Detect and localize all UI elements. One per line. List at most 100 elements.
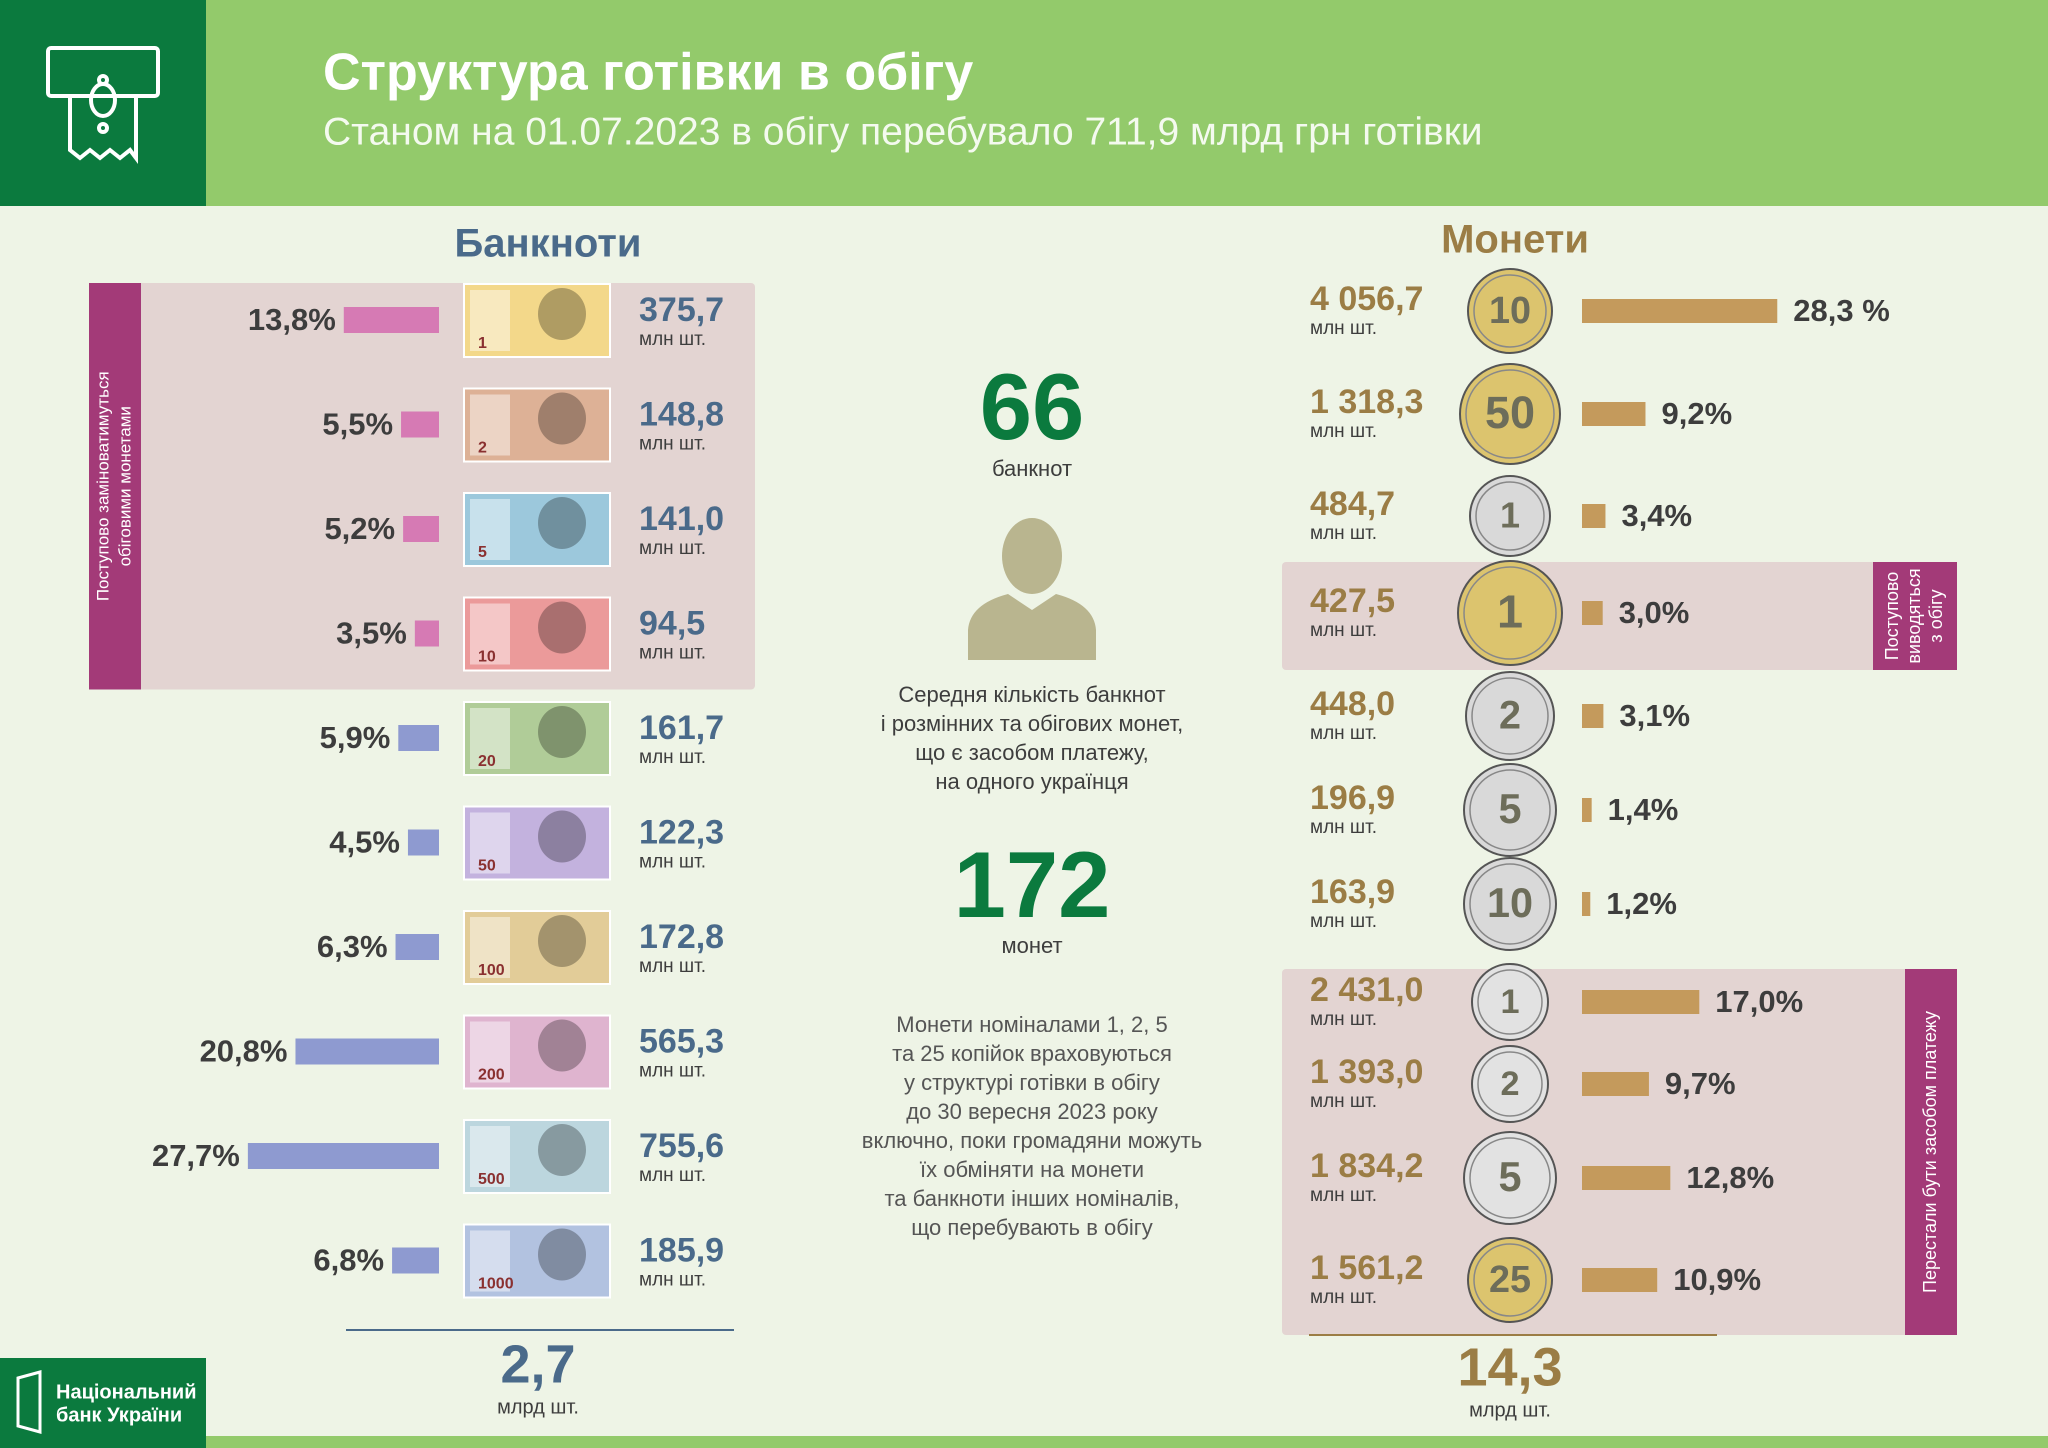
group-strip (89, 283, 141, 690)
share-bar (1582, 1166, 1671, 1190)
unit: млн шт. (639, 852, 706, 873)
coin-rim (1471, 677, 1549, 755)
share-bar (1582, 1268, 1658, 1292)
group-strip (1873, 562, 1957, 670)
banknote-portrait (538, 706, 586, 758)
banknote-portrait (538, 1228, 586, 1281)
person-icon (968, 518, 1096, 660)
bank-name: банк України (56, 1404, 182, 1426)
count: 565,3 (639, 1022, 724, 1060)
note: включно, поки громадяни можуть (862, 1128, 1202, 1153)
banknote-stripe (470, 917, 510, 978)
note: та 25 копійок враховуються (892, 1041, 1172, 1066)
banknotes-word: банкнот (992, 456, 1072, 481)
unit: млн шт. (1310, 817, 1377, 838)
banknote-denomination: 5 (478, 544, 487, 561)
banknote-stripe (470, 812, 510, 874)
count: 4 056,7 (1310, 280, 1423, 318)
description: на одного українця (935, 769, 1128, 794)
footer-band (0, 1436, 2048, 1448)
banknote-portrait (538, 1019, 586, 1072)
share-bar (1582, 1072, 1649, 1096)
count: 1 561,2 (1310, 1249, 1423, 1287)
banknote-stripe (470, 290, 510, 351)
share-bar (1582, 299, 1778, 323)
share-bar (1582, 704, 1604, 728)
banknote-portrait (538, 810, 586, 863)
banknote-portrait (538, 601, 586, 654)
coin-rim (1477, 1051, 1543, 1117)
share-label: 5,2% (324, 511, 395, 546)
note: до 30 вересня 2023 року (906, 1099, 1158, 1124)
coin-denomination: 1 (1500, 983, 1519, 1021)
unit: млн шт. (639, 1270, 706, 1291)
unit: млн шт. (1310, 318, 1377, 339)
banknote-denomination: 10 (478, 649, 496, 666)
banknote-denomination: 50 (478, 858, 496, 875)
unit: млн шт. (1310, 1287, 1377, 1308)
banknote (463, 701, 611, 776)
group-label: Поступово заміноватимуться (93, 371, 112, 601)
coin-denomination: 2 (1499, 693, 1521, 737)
banknote-denomination: 500 (478, 1171, 505, 1188)
unit: млн шт. (1310, 723, 1377, 744)
banknote (463, 596, 611, 672)
share-bar (401, 411, 439, 438)
banknote-portrait (538, 497, 586, 549)
unit: млн шт. (1310, 1091, 1377, 1112)
title: Структура готівки в обігу (323, 44, 973, 102)
group-box (1282, 562, 1957, 670)
coin (1469, 475, 1551, 557)
share-bar (1582, 798, 1592, 822)
coin-denomination: 10 (1489, 290, 1531, 332)
share-label: 6,3% (317, 929, 388, 964)
share-bar (1582, 990, 1700, 1014)
share-bar (414, 620, 439, 647)
share-label: 13,8% (248, 302, 336, 337)
share-label: 6,8% (313, 1243, 384, 1278)
count: 196,9 (1310, 779, 1395, 817)
coin-denomination: 25 (1489, 1259, 1531, 1301)
share-bar (403, 516, 439, 542)
coin (1471, 963, 1549, 1041)
coin-rim (1473, 274, 1547, 348)
count: 148,8 (639, 395, 724, 433)
count: 448,0 (1310, 685, 1395, 723)
section-title: Монети (1441, 218, 1589, 262)
unit: млн шт. (1310, 1009, 1377, 1030)
banknote-denomination: 2 (478, 440, 487, 457)
share-bar (407, 829, 439, 856)
share-label: 20,8% (200, 1034, 288, 1069)
count: 122,3 (639, 813, 724, 851)
note: їх обміняти на монети (919, 1157, 1144, 1182)
coin-denomination: 5 (1498, 786, 1521, 832)
total-unit: млрд шт. (497, 1396, 579, 1418)
coin-denomination: 10 (1487, 880, 1533, 926)
coin-rim (1465, 369, 1555, 459)
group-label: обіговими монетами (115, 406, 134, 566)
unit: млн шт. (639, 434, 706, 455)
coin-denomination: 1 (1500, 495, 1520, 536)
banknotes-per-person: 66 (980, 354, 1085, 459)
group-label: Перестали бути засобом платежу (1920, 1011, 1940, 1293)
header-logo-box (0, 0, 206, 206)
banknote-portrait (538, 288, 586, 340)
banknote-portrait (538, 915, 586, 967)
banknote-denomination: 1000 (478, 1276, 514, 1293)
count: 172,8 (639, 918, 724, 956)
share-bar (395, 934, 439, 960)
coin (1457, 560, 1563, 666)
atm-icon (46, 46, 160, 164)
bank-name: Національний (56, 1381, 197, 1403)
banknote (463, 283, 611, 358)
group-label: виводяться (1904, 568, 1924, 663)
header-band (0, 0, 2048, 206)
banknote-denomination: 200 (478, 1067, 505, 1084)
count: 185,9 (639, 1231, 724, 1269)
coin (1459, 363, 1561, 465)
unit: млн шт. (639, 643, 706, 664)
banknote (463, 1119, 611, 1194)
banknote-stripe (470, 603, 510, 665)
coin (1463, 1131, 1557, 1225)
